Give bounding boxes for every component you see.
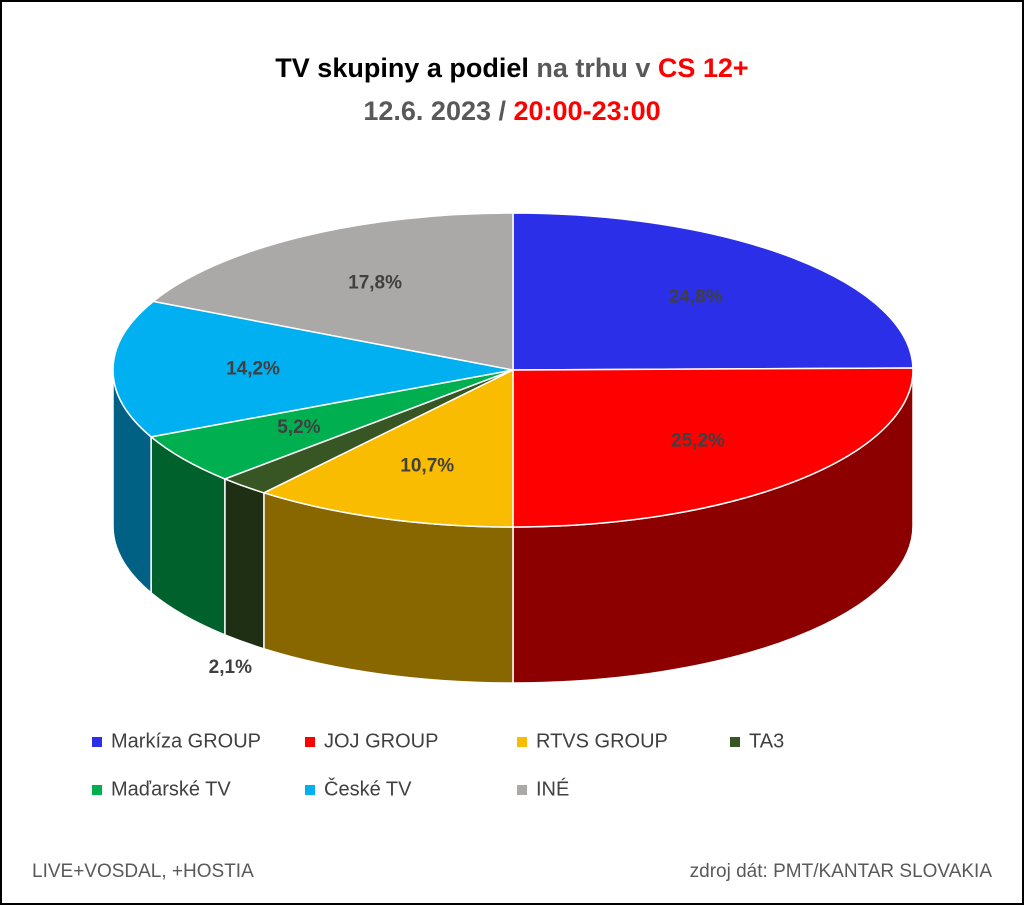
pie-side (224, 477, 265, 650)
legend-label: INÉ (536, 777, 569, 800)
data-label: 14,2% (226, 358, 280, 379)
legend-label: Markíza GROUP (111, 730, 261, 752)
legend-swatch (305, 737, 315, 747)
legend-swatch (517, 737, 527, 747)
legend-swatch (305, 785, 315, 795)
title-part: TV skupiny a podiel (275, 53, 529, 83)
title-part: na trhu v (536, 53, 650, 83)
legend-swatch (92, 737, 102, 747)
title-part: CS 12+ (658, 53, 749, 83)
chart-subtitle: 12.6. 2023 / 20:00-23:00 (363, 96, 660, 126)
legend-label: JOJ GROUP (324, 730, 438, 752)
pie-slice (151, 212, 514, 371)
data-label: 5,2% (277, 417, 320, 438)
data-label: 25,2% (671, 431, 725, 452)
pie-slice (261, 368, 514, 528)
chart-title: TV skupiny a podiel na trhu v CS 12+ (275, 53, 748, 83)
subtitle-part: 20:00-23:00 (514, 96, 661, 126)
pie-slice (512, 367, 914, 528)
legend-swatch (730, 737, 740, 747)
legend-label: Maďarské TV (111, 778, 231, 800)
legend-label: RTVS GROUP (536, 730, 668, 752)
footnote: LIVE+VOSDAL, +HOSTIA (32, 861, 254, 882)
legend-swatch (92, 785, 102, 795)
data-label: 10,7% (400, 455, 454, 476)
footnote: zdroj dát: PMT/KANTAR SLOVAKIA (690, 861, 993, 882)
legend-label: TA3 (749, 730, 784, 752)
data-label: 2,1% (209, 657, 252, 678)
pie-slice (512, 212, 914, 371)
data-label: 24,8% (669, 286, 723, 307)
legend-label: České TV (324, 777, 412, 800)
legend-swatch (517, 785, 527, 795)
pie-slice (112, 300, 514, 438)
subtitle-part: 12.6. 2023 / (363, 96, 506, 126)
data-label: 17,8% (348, 273, 402, 294)
